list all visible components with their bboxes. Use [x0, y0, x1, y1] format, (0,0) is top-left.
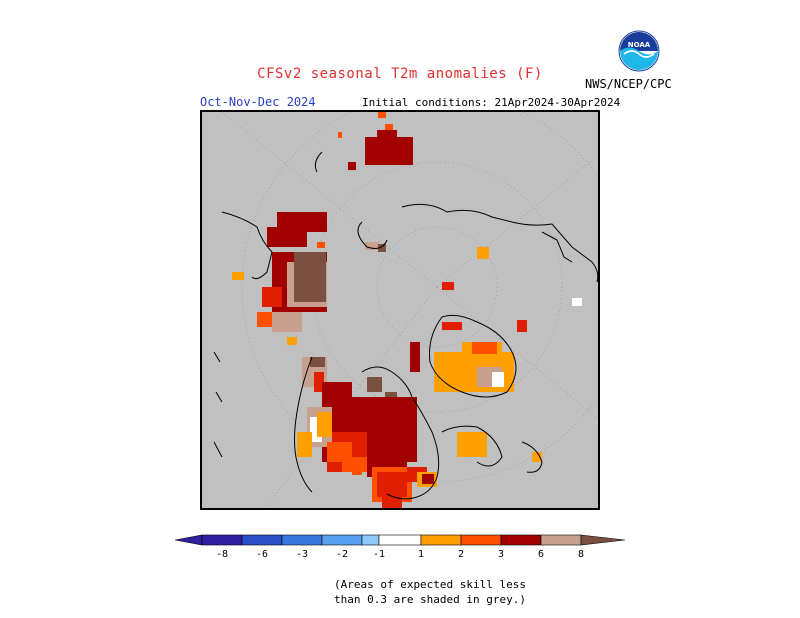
colorbar-tick: 6: [538, 549, 544, 560]
map-title: CFSv2 seasonal T2m anomalies (F): [257, 66, 543, 82]
colorbar-tick: -2: [336, 549, 348, 560]
colorbar-tick: 2: [458, 549, 464, 560]
colorbar-tick: 1: [418, 549, 424, 560]
coastlines: [213, 151, 598, 500]
colorbar-tick: -6: [256, 549, 268, 560]
anomaly-europe: [338, 112, 413, 170]
colorbar-tick: 8: [578, 549, 584, 560]
colorbar-tick: -1: [373, 549, 385, 560]
agency-label: NWS/NCEP/CPC: [585, 77, 672, 91]
anomaly-north-america: [297, 397, 437, 508]
skill-note: (Areas of expected skill less than 0.3 a…: [300, 577, 560, 607]
colorbar: -8 -6 -3 -2 -1 1 2 3 6 8: [175, 534, 625, 560]
logo-text: NOAA: [628, 41, 651, 49]
anomaly-greenland: [434, 247, 582, 462]
anomaly-asia-west: [232, 212, 386, 345]
polar-map: [200, 110, 600, 510]
season-label: Oct-Nov-Dec 2024: [200, 95, 316, 109]
noaa-logo: NOAA: [618, 30, 660, 72]
colorbar-tick: -3: [296, 549, 308, 560]
skill-note-line1: (Areas of expected skill less: [333, 578, 527, 591]
initial-conditions-label: Initial conditions: 21Apr2024-30Apr2024: [362, 96, 621, 109]
colorbar-tick: -8: [216, 549, 228, 560]
skill-note-line2: than 0.3 are shaded in grey.): [333, 593, 527, 606]
colorbar-tick: 3: [498, 549, 504, 560]
